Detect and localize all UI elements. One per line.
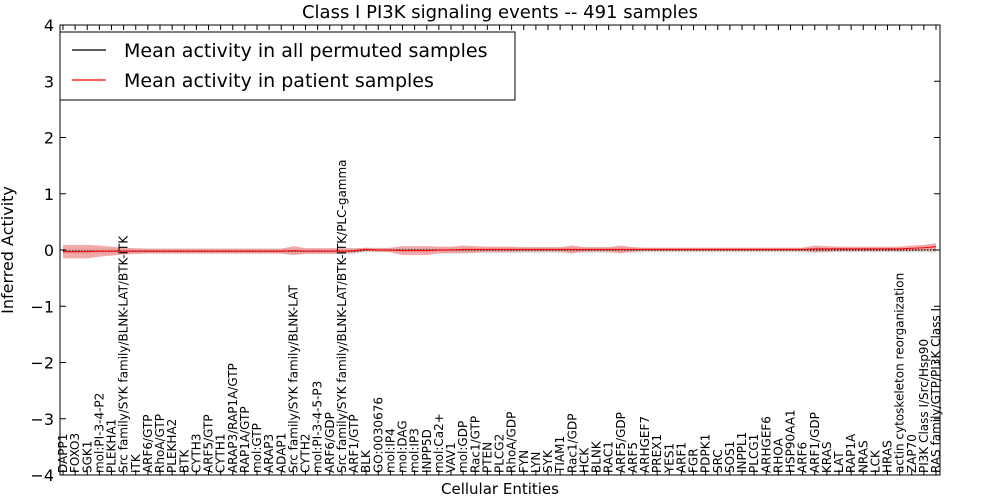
x-tick-label: ARF5/GTP (202, 414, 216, 473)
x-tick-label: FOXO3 (68, 433, 82, 473)
x-tick-label: ARF1 (674, 442, 688, 473)
x-tick-label: RAP1A (844, 433, 858, 473)
x-tick-label: PDPK1 (699, 434, 713, 473)
x-tick-label: PLCG2 (493, 434, 507, 473)
x-tick-label: LCK (868, 449, 882, 473)
x-tick-label: mol:GDP (456, 421, 470, 473)
x-tick-label: YES1 (662, 443, 676, 474)
x-tick-label: ARF1/GTP (347, 414, 361, 473)
band-series-1 (63, 243, 936, 259)
y-tick-label: 1 (44, 185, 54, 204)
x-tick-label: PTEN (480, 442, 494, 473)
x-tick-label: Rac1/GTP (468, 416, 482, 473)
y-tick-label: 2 (44, 129, 54, 148)
x-tick-label: LAT (832, 451, 846, 473)
y-tick-label: −2 (30, 354, 54, 373)
x-tick-label: actin cytoskeleton reorganization (893, 273, 907, 473)
legend-label-permuted: Mean activity in all permuted samples (124, 40, 487, 62)
y-axis: −4 −3 −2 −1 0 1 2 3 4 (30, 16, 940, 485)
x-tick-label: NRAS (856, 440, 870, 473)
x-tick-label: ARF6/GDP (323, 412, 337, 473)
line-series-1 (63, 246, 937, 253)
x-tick-label: RAS family/GTP/PI3K Class I (929, 308, 943, 473)
x-tick-label: mol:PI-3-4-P2 (92, 393, 106, 473)
x-tick-label: ARHGEF7 (638, 416, 652, 473)
x-tick-label: CYTH2 (299, 434, 313, 474)
legend-label-patient: Mean activity in patient samples (124, 70, 434, 92)
x-tick-label: ITK (129, 453, 143, 473)
x-tick-label: mol:IP3 (408, 428, 422, 473)
x-tick-label: mol:DAG (396, 420, 410, 473)
x-tick-label: SRC (711, 449, 725, 473)
x-tick-label: mol:GTP (250, 423, 264, 473)
x-tick-label: ARF5/GDP (614, 412, 628, 473)
y-tick-label: 4 (44, 16, 54, 35)
x-tick-label: Src family/SYK family/BLNK-LAT (286, 284, 300, 473)
x-tick-label: PLCG1 (747, 434, 761, 473)
x-tick-label: CYTH3 (189, 434, 203, 474)
x-tick-label: HSP90AA1 (784, 409, 798, 473)
x-tick-label: ARF6/GTP (141, 414, 155, 473)
y-axis-label: Inferred Activity (0, 186, 17, 314)
y-tick-label: −1 (30, 297, 54, 316)
x-tick-label: HRAS (881, 440, 895, 473)
x-tick-label: KRAS (820, 441, 834, 473)
series-lines (63, 246, 937, 253)
x-tick-label: DAPP1 (56, 434, 70, 473)
x-tick-label: FGR (687, 448, 701, 473)
y-tick-label: 3 (44, 72, 54, 91)
x-tick-label: ARF6 (796, 442, 810, 473)
y-tick-label: 0 (44, 241, 54, 260)
x-tick-label: mol:Ca2+ (432, 413, 446, 473)
x-tick-label: mol:PI-3-4-5-P3 (311, 381, 325, 473)
x-tick-label: ARAP3 (262, 434, 276, 473)
x-tick-label: ZAP70 (905, 434, 919, 473)
x-tick-label: Src family/SYK family/BLNK-LAT/BTK-ITK/P… (335, 159, 349, 473)
x-tick-label: INPP5D (420, 429, 434, 473)
x-tick-label: SGK1 (80, 441, 94, 473)
x-tick-label: HCK (577, 447, 591, 473)
x-tick-label: RhoA/GTP (153, 414, 167, 473)
x-tick-label: SYK (541, 449, 555, 473)
x-tick-label: ARHGEF6 (759, 416, 773, 473)
x-tick-label: ARF1/GDP (808, 412, 822, 473)
x-tick-label: Src family/SYK family/BLNK-LAT/BTK-ITK (117, 235, 131, 473)
x-tick-label: PLEKHA2 (165, 419, 179, 473)
legend-frame (59, 31, 516, 101)
x-tick-label: LYN (529, 452, 543, 473)
x-tick-label: RAP1A/GTP (238, 406, 252, 473)
x-tick-label: FYN (517, 450, 531, 473)
x-tick-label: ARAP3/RAP1A/GTP (226, 363, 240, 473)
x-tick-label: BLK (359, 449, 373, 473)
chart-title: Class I PI3K signaling events -- 491 sam… (302, 2, 698, 23)
x-tick-label: RAC1 (602, 441, 616, 473)
x-tick-label: RhoA/GDP (505, 412, 519, 473)
x-tick-label: TIAM1 (553, 436, 567, 474)
x-tick-label: RHOA (771, 437, 785, 473)
y-tick-label: −4 (30, 466, 54, 485)
x-tick-label: SOS1 (723, 441, 737, 473)
x-tick-label: ARF5 (626, 442, 640, 473)
x-axis-label: Cellular Entities (441, 480, 559, 498)
y-tick-label: −3 (30, 410, 54, 429)
x-tick-label: PI3K Class I/Src/Hsp90 (917, 339, 931, 473)
x-tick-label: PLEKHA1 (105, 419, 119, 473)
confidence-bands (63, 243, 936, 259)
legend: Mean activity in all permuted samples Me… (59, 31, 516, 101)
x-tick-label: Rac1/GDP (565, 414, 579, 473)
x-tick-label: VAV1 (444, 442, 458, 473)
x-tick-label: BLNK (590, 440, 604, 473)
x-tick-label: BTK (177, 448, 191, 473)
x-tick-label: mol:IP4 (383, 428, 397, 473)
x-tick-label: ADAP1 (274, 433, 288, 473)
x-tick-label: INPPL1 (735, 432, 749, 473)
x-tick-label: PREX1 (650, 434, 664, 473)
x-tick-label: GO:0030676 (371, 397, 385, 473)
x-tick-label: CYTH1 (214, 433, 228, 473)
